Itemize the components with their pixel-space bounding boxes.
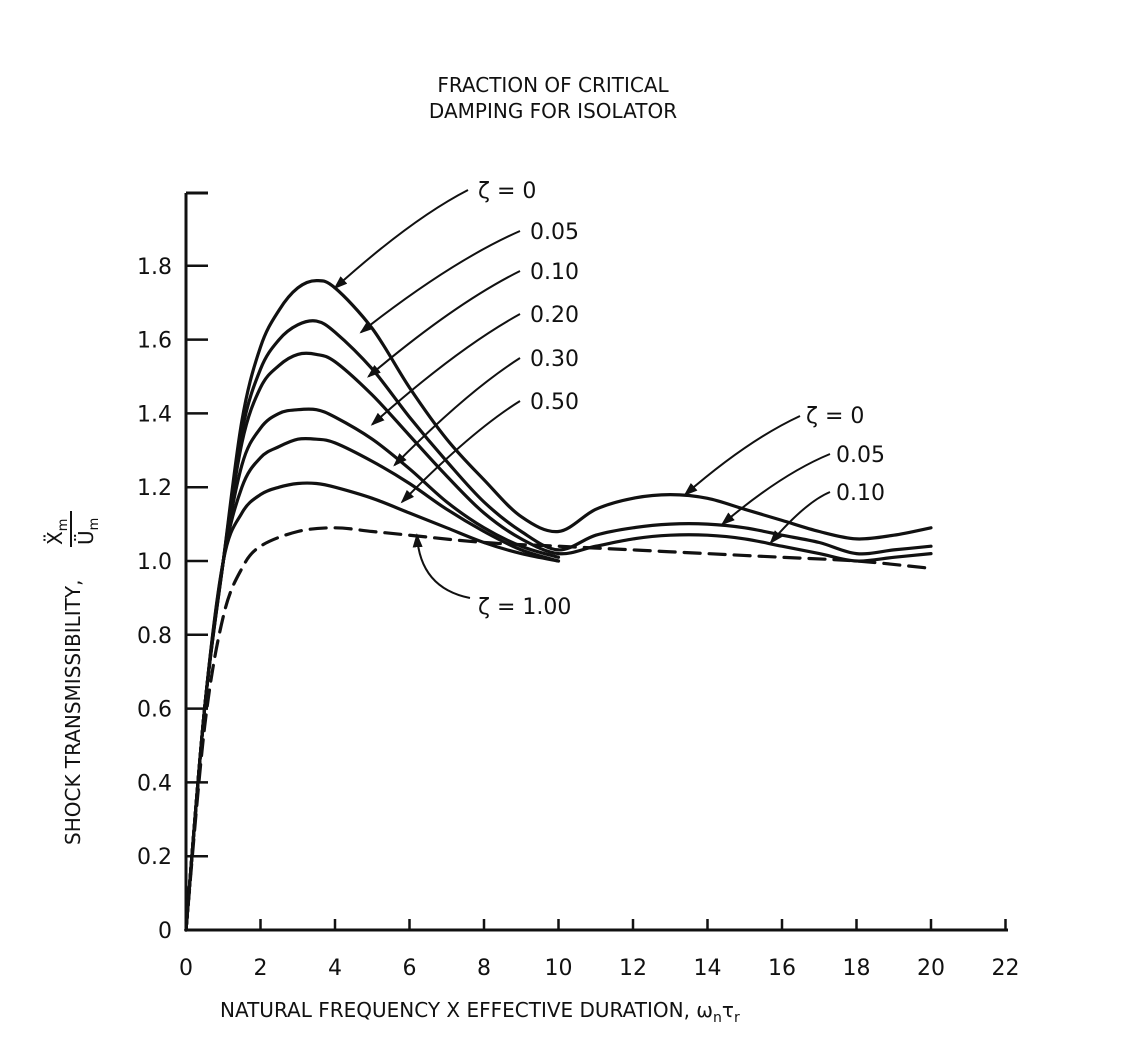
chart-title-line2: DAMPING FOR ISOLATOR (429, 99, 677, 123)
x-tick-label: 12 (619, 956, 647, 981)
y-tick-label: 1.6 (137, 329, 172, 354)
y-axis-numerator: Ẍm (43, 519, 71, 545)
annotation-label: 0.10 (530, 260, 579, 285)
annotation-label: ζ = 0 (478, 179, 536, 204)
annotation-leader (333, 189, 469, 290)
y-tick-label: 0 (158, 919, 172, 944)
annotation-label: 0.20 (530, 303, 579, 328)
annotations: ζ = 0 0.05 0.10 0.20 0.30 0.50 ζ = 0 0.05 0.10 ζ … (333, 179, 885, 620)
y-tick-label: 0.2 (137, 845, 172, 870)
x-tick-label: 18 (843, 956, 871, 981)
annotation-label: ζ = 1.00 (478, 595, 571, 620)
axes (184, 191, 1008, 932)
annotation-label: ζ = 0 (806, 404, 864, 429)
y-tick-label: 0.4 (137, 771, 172, 796)
annotation-leader (683, 415, 801, 496)
y-tick-label: 0.6 (137, 698, 172, 723)
series-line-zeta-1 (184, 526, 933, 932)
x-axis-title: NATURAL FREQUENCY X EFFECTIVE DURATION, … (220, 998, 740, 1026)
x-tick-label: 8 (477, 956, 491, 981)
y-tick-label: 1.2 (137, 476, 172, 501)
annotation-label: 0.05 (836, 443, 885, 468)
annotation-leader (359, 230, 521, 334)
y-tick-label: 1.8 (137, 255, 172, 280)
y-axis-title: SHOCK TRANSMISSIBILITY, Ẍm Üm (43, 511, 102, 845)
annotation-leader (769, 491, 831, 545)
annotation-leader (720, 453, 831, 526)
annotation-leader (412, 533, 471, 599)
annotation-label: 0.05 (530, 220, 579, 245)
y-tick-label: 0.8 (137, 624, 172, 649)
y-ticks: 0 0.2 0.4 0.6 0.8 1.0 1.2 1.4 1.6 1.8 (137, 255, 208, 944)
x-tick-label: 22 (992, 956, 1020, 981)
annotation-label: 0.50 (530, 390, 579, 415)
annotation-leader (400, 400, 521, 504)
x-tick-label: 2 (254, 956, 268, 981)
y-axis-title-text: SHOCK TRANSMISSIBILITY, (61, 580, 85, 845)
annotation-label: 0.10 (836, 481, 885, 506)
series-line-zeta-0_1 (184, 351, 933, 932)
annotation-leader (393, 357, 521, 467)
x-tick-label: 16 (768, 956, 796, 981)
series-line-zeta-0_5 (184, 481, 561, 932)
annotation-leader (370, 313, 521, 426)
y-tick-label: 1.4 (137, 402, 172, 427)
y-tick-label: 1.0 (137, 550, 172, 575)
x-tick-label: 14 (694, 956, 722, 981)
annotation-label: 0.30 (530, 347, 579, 372)
y-axis-denominator: Üm (74, 518, 102, 545)
x-ticks: 0 2 4 6 8 10 12 14 16 18 20 22 (179, 919, 1020, 981)
y-axis-fraction: Ẍm Üm (43, 511, 102, 547)
x-tick-label: 10 (545, 956, 573, 981)
x-tick-label: 0 (179, 956, 193, 981)
x-tick-label: 20 (917, 956, 945, 981)
x-tick-label: 6 (403, 956, 417, 981)
annotation-leader (366, 270, 521, 378)
chart-title-line1: FRACTION OF CRITICAL (437, 73, 669, 97)
x-tick-label: 4 (328, 956, 342, 981)
